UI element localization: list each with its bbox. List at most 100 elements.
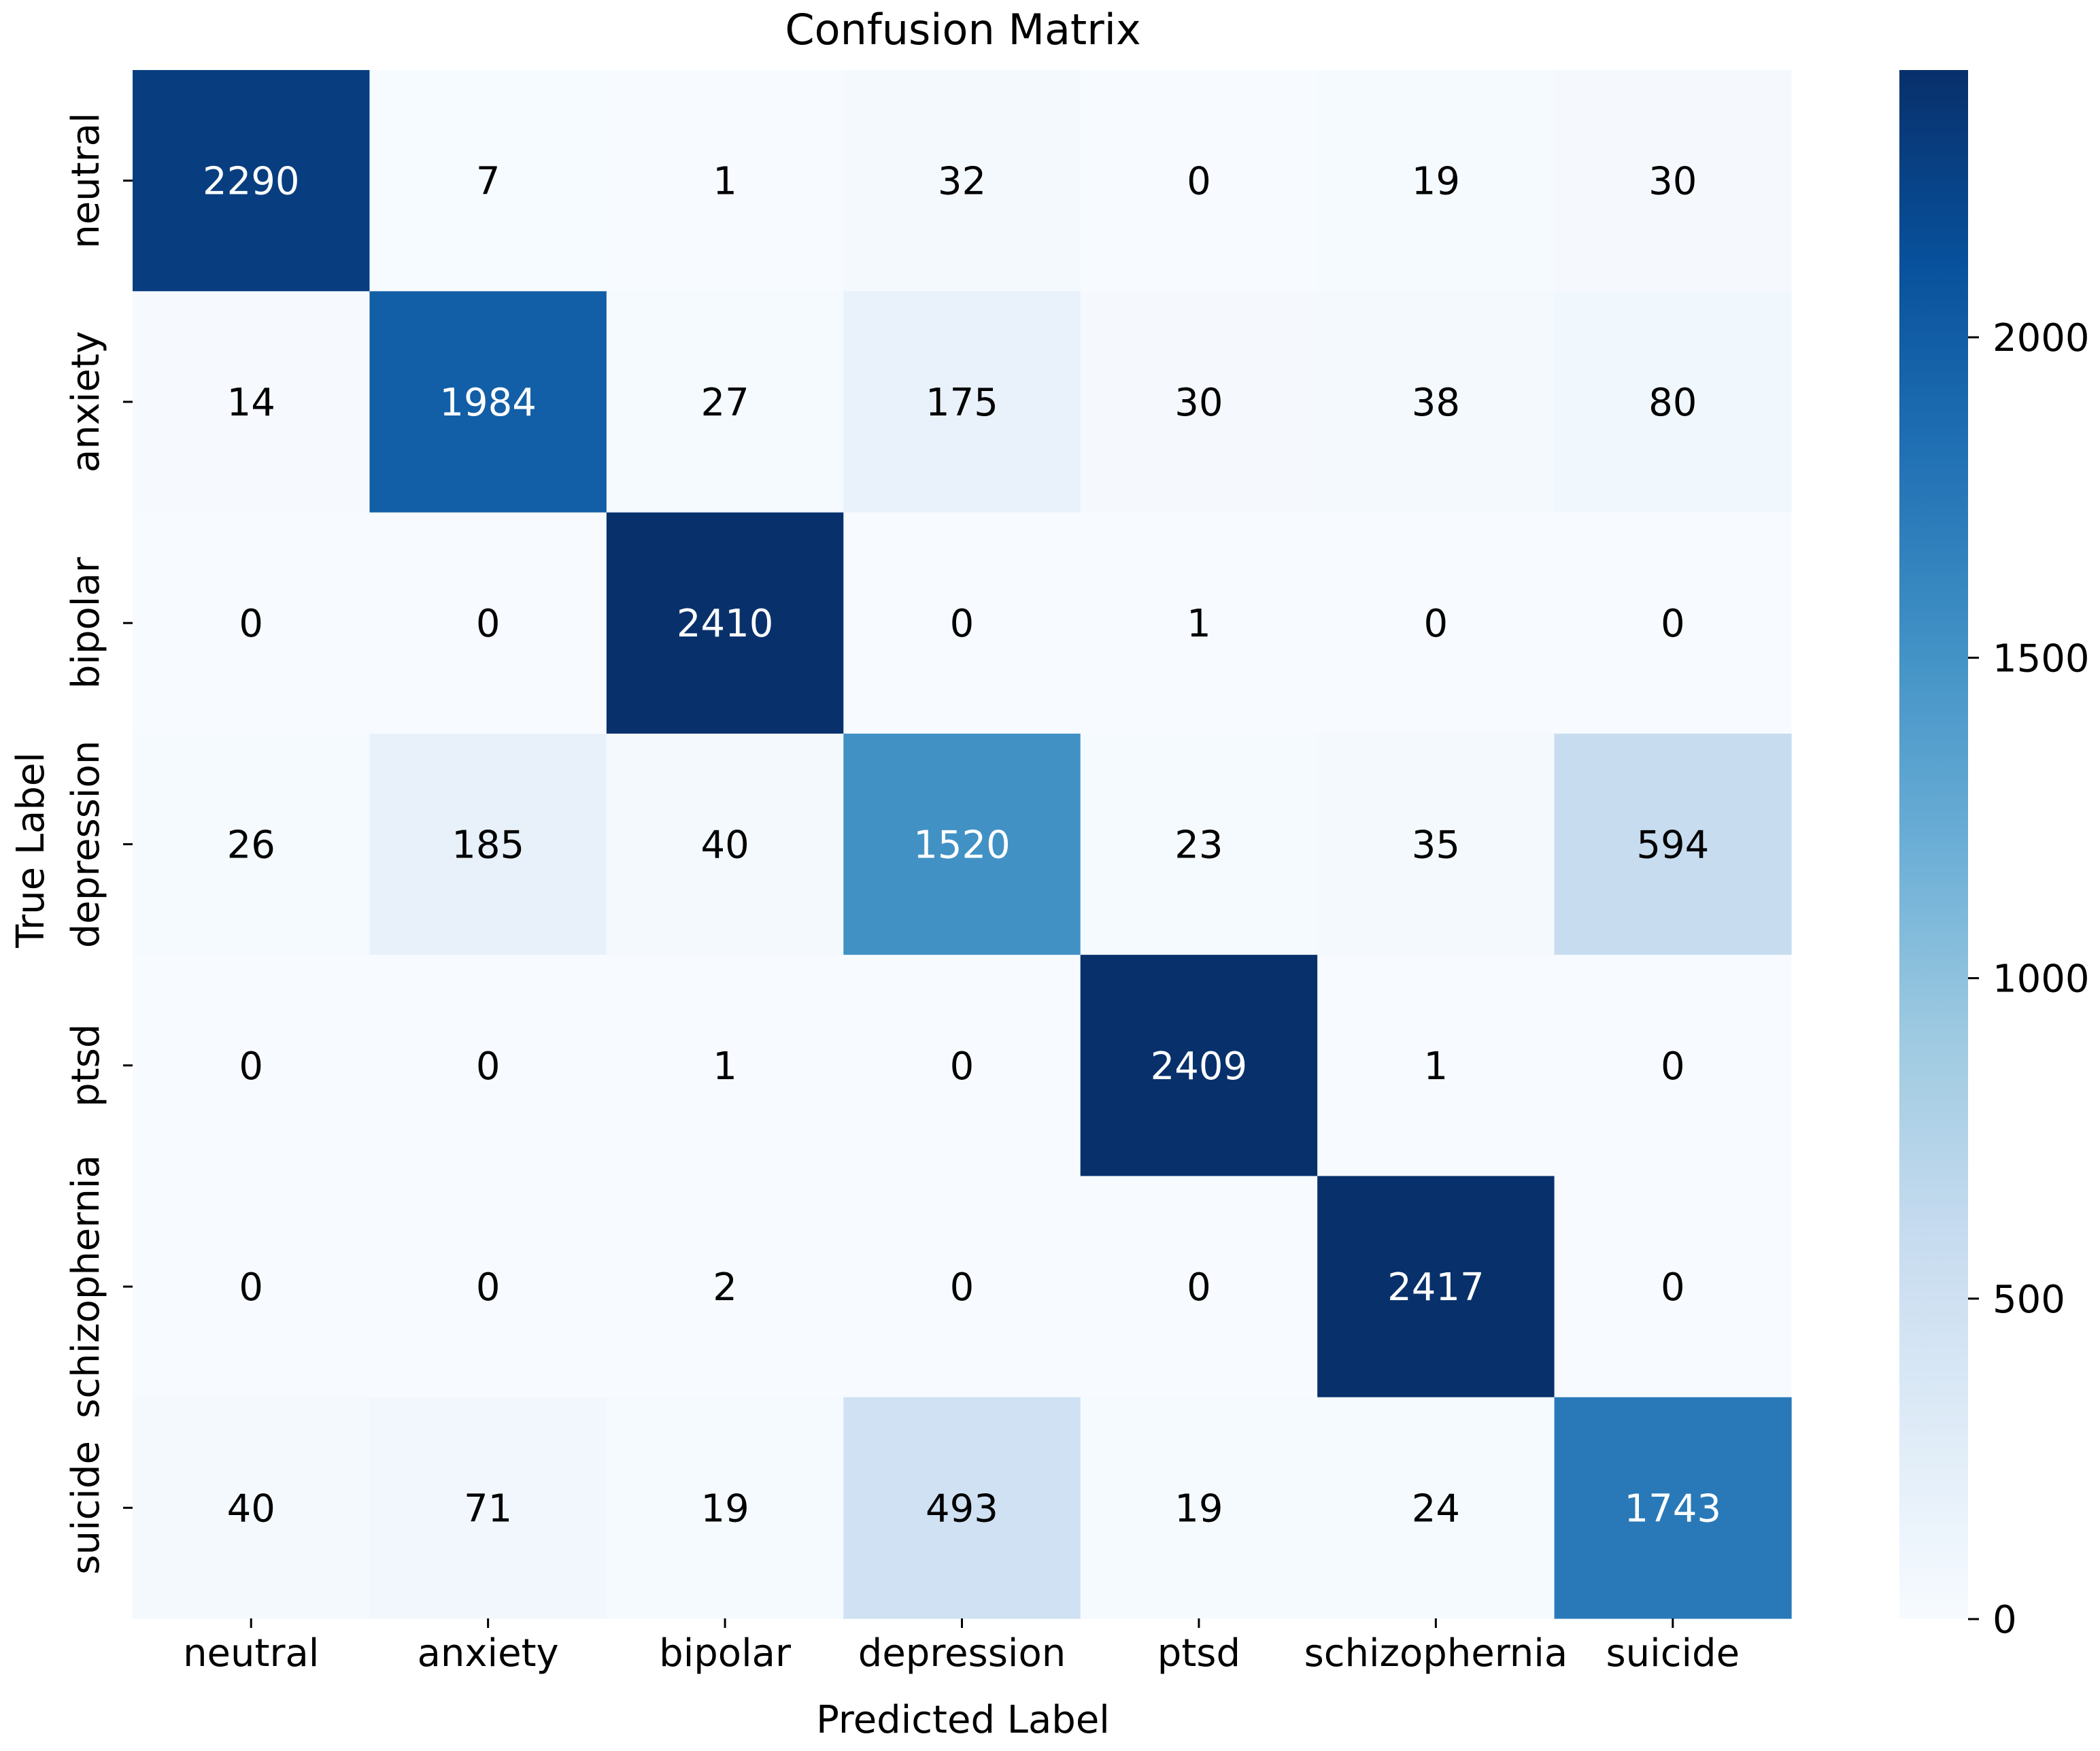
heatmap-cell — [133, 955, 371, 1177]
heatmap-cell — [1554, 955, 1792, 1177]
heatmap-cell — [133, 512, 371, 734]
heatmap-cell — [1080, 1397, 1318, 1619]
heatmap-cell — [369, 291, 607, 513]
cell-value-label: 0 — [239, 602, 263, 646]
colorbar-tick-label: 1000 — [1993, 957, 2090, 1002]
x-tick-label: neutral — [183, 1631, 319, 1676]
heatmap-cell — [1554, 291, 1792, 513]
heatmap-cell — [1080, 955, 1318, 1177]
heatmap-cell — [369, 1176, 607, 1398]
cell-value-label: 1 — [713, 1044, 737, 1089]
cell-value-label: 0 — [1424, 602, 1449, 646]
cell-value-label: 1520 — [913, 823, 1011, 868]
cell-value-label: 0 — [476, 1044, 501, 1089]
cell-value-label: 175 — [926, 381, 998, 425]
x-axis-ticks: neutral anxiety bipolar depression ptsd schiz… — [183, 1618, 1740, 1676]
y-axis-title: True Label — [9, 752, 53, 949]
heatmap-cell — [606, 291, 844, 513]
heatmap-cell — [133, 733, 371, 955]
heatmap-cell — [369, 733, 607, 955]
heatmap-cell — [843, 1397, 1081, 1619]
cell-value-label: 0 — [1661, 1044, 1685, 1089]
cell-value-label: 19 — [700, 1486, 749, 1531]
heatmap-cell — [1554, 1397, 1792, 1619]
heatmap-cell — [1080, 733, 1318, 955]
y-tick-label: bipolar — [64, 556, 108, 689]
cell-value-label: 0 — [1187, 1265, 1211, 1310]
cell-value-label: 1 — [1424, 1044, 1449, 1089]
x-tick-label: depression — [858, 1631, 1066, 1676]
cell-value-label: 0 — [950, 602, 975, 646]
cell-value-label: 1984 — [439, 381, 537, 425]
heatmap-cell — [606, 512, 844, 734]
heatmap-cell — [606, 733, 844, 955]
x-tick-label: schizophernia — [1304, 1631, 1568, 1676]
cell-value-label: 40 — [227, 1486, 275, 1531]
cell-value-label: 19 — [1174, 1486, 1223, 1531]
heatmap-cell — [1317, 512, 1555, 734]
x-tick-label: bipolar — [659, 1631, 792, 1676]
chart-title: Confusion Matrix — [785, 5, 1140, 54]
heatmap-cell — [1554, 1176, 1792, 1398]
cell-value-label: 24 — [1412, 1486, 1460, 1531]
cell-value-label: 80 — [1648, 381, 1697, 425]
y-tick-label: anxiety — [64, 331, 108, 473]
heatmap-cell — [369, 512, 607, 734]
cell-value-label: 0 — [1661, 602, 1685, 646]
heatmap-cell — [843, 733, 1081, 955]
heatmap-cell — [369, 70, 607, 292]
cell-value-label: 594 — [1636, 823, 1709, 868]
cell-value-label: 1 — [713, 160, 737, 204]
x-tick-label: ptsd — [1157, 1631, 1240, 1676]
cell-value-label: 0 — [239, 1265, 263, 1310]
heatmap-cell — [1080, 1176, 1318, 1398]
cell-value-label: 23 — [1174, 823, 1223, 868]
cell-value-label: 14 — [227, 381, 275, 425]
y-tick-label: ptsd — [64, 1024, 108, 1107]
cell-value-label: 38 — [1412, 381, 1460, 425]
heatmap-cell — [133, 1176, 371, 1398]
heatmap-cell — [1080, 512, 1318, 734]
y-tick-label: schizophernia — [64, 1155, 108, 1418]
heatmap-cell — [843, 955, 1081, 1177]
cell-value-label: 0 — [950, 1265, 975, 1310]
cell-value-label: 2 — [713, 1265, 737, 1310]
cell-value-label: 32 — [938, 160, 986, 204]
heatmap-cell — [843, 512, 1081, 734]
cell-value-label: 0 — [239, 1044, 263, 1089]
cell-value-label: 2417 — [1387, 1265, 1485, 1310]
heatmap-cell — [1554, 733, 1792, 955]
heatmap-cell — [133, 1397, 371, 1619]
colorbar-tick-label: 500 — [1993, 1278, 2065, 1322]
cell-value-label: 26 — [227, 823, 275, 868]
cell-value-label: 71 — [464, 1486, 512, 1531]
heatmap-cell — [1317, 70, 1555, 292]
cell-value-label: 27 — [700, 381, 749, 425]
heatmap-cell — [369, 955, 607, 1177]
heatmap-cell — [1317, 1176, 1555, 1398]
cell-value-label: 0 — [476, 602, 501, 646]
heatmap-cell — [843, 291, 1081, 513]
heatmap-cell — [369, 1397, 607, 1619]
heatmap-cell — [1317, 733, 1555, 955]
heatmap-cell — [606, 70, 844, 292]
heatmap-cell — [1317, 291, 1555, 513]
cell-value-label: 19 — [1412, 160, 1460, 204]
cell-value-label: 2409 — [1151, 1044, 1248, 1089]
cell-value-label: 1 — [1187, 602, 1211, 646]
colorbar-tick-label: 1500 — [1993, 636, 2090, 681]
cell-value-label: 0 — [1187, 160, 1211, 204]
heatmap-cell — [1554, 70, 1792, 292]
colorbar — [1899, 70, 1968, 1619]
heatmap-cell — [606, 1176, 844, 1398]
heatmap-cell — [843, 1176, 1081, 1398]
cell-value-label: 7 — [476, 160, 501, 204]
y-tick-label: neutral — [64, 112, 108, 248]
heatmap-cell — [1080, 291, 1318, 513]
heatmap-cell — [606, 955, 844, 1177]
heatmap-cell — [843, 70, 1081, 292]
cell-value-label: 2290 — [203, 160, 300, 204]
heatmap-cell — [133, 291, 371, 513]
